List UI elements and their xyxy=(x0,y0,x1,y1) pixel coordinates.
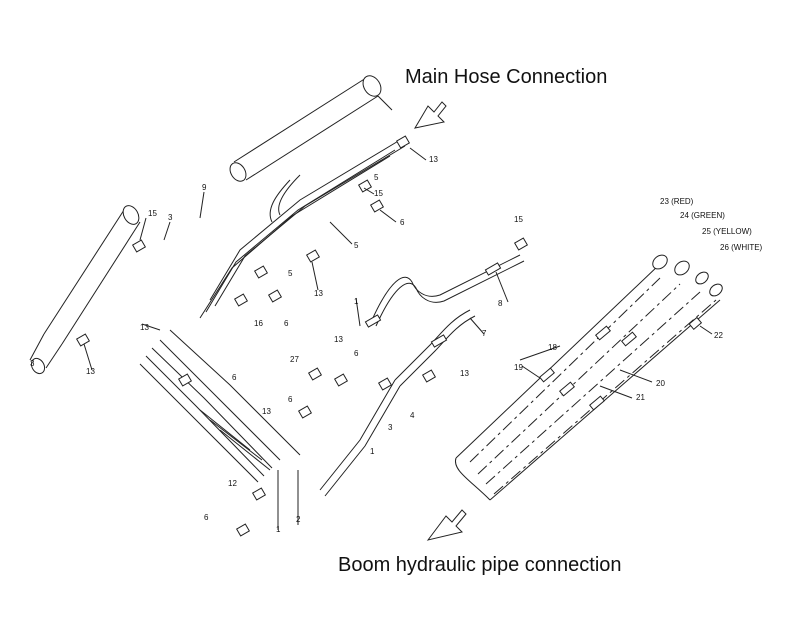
callout: 24 (GREEN) xyxy=(680,211,725,220)
callout: 13 xyxy=(314,289,323,298)
callout: 6 xyxy=(288,395,293,404)
hose-part-7 xyxy=(319,309,476,497)
callout: 1 xyxy=(370,447,375,456)
callout: 8 xyxy=(498,299,503,308)
callout: 16 xyxy=(254,319,263,328)
callout: 1 xyxy=(276,525,281,534)
callout: 13 xyxy=(334,335,343,344)
boom-pipe-arrow xyxy=(426,509,467,541)
callout: 18 xyxy=(548,343,557,352)
callout: 12 xyxy=(228,479,237,488)
callout: 25 (YELLOW) xyxy=(702,227,752,236)
callout: 5 xyxy=(288,269,293,278)
callout: 15 xyxy=(148,209,157,218)
callout: 19 xyxy=(514,363,523,372)
callout: 6 xyxy=(400,218,405,227)
hose-part-8 xyxy=(371,254,525,327)
callout: 6 xyxy=(232,373,237,382)
callout: 6 xyxy=(354,349,359,358)
callout: 13 xyxy=(262,407,271,416)
callout: 2 xyxy=(296,515,301,524)
callout: 13 xyxy=(140,323,149,332)
leader-lines xyxy=(83,147,713,399)
callout: 5 xyxy=(354,241,359,250)
left-cylinder xyxy=(29,205,141,375)
callout: 4 xyxy=(410,411,415,420)
callout: 13 xyxy=(429,155,438,164)
callout: 3 xyxy=(388,423,393,432)
callout: 13 xyxy=(460,369,469,378)
hose-part-1-2 xyxy=(277,470,299,530)
callouts: 13 15 6 5 15 5 13 9 3 13 13 3 15 8 7 1 1… xyxy=(30,155,763,534)
callout: 9 xyxy=(202,183,207,192)
fittings xyxy=(75,135,529,537)
hose-bundle-main xyxy=(199,139,406,319)
callout: 3 xyxy=(30,359,35,368)
main-hose-heading: Main Hose Connection xyxy=(405,66,607,88)
upper-cylinder xyxy=(229,75,393,182)
callout: 6 xyxy=(204,513,209,522)
callout: 22 xyxy=(714,331,723,340)
callout: 3 xyxy=(168,213,173,222)
callout: 7 xyxy=(482,329,487,338)
callout: 23 (RED) xyxy=(660,197,694,206)
callout: 1 xyxy=(354,297,359,306)
callout: 15 xyxy=(514,215,523,224)
callout: 15 xyxy=(374,189,383,198)
boom-pipe-heading: Boom hydraulic pipe connection xyxy=(338,554,622,576)
callout: 26 (WHITE) xyxy=(720,243,763,252)
callout: 27 xyxy=(290,355,299,364)
main-hose-arrow xyxy=(413,101,447,129)
hose-bundle-lower xyxy=(139,329,301,483)
callout: 13 xyxy=(86,367,95,376)
callout: 6 xyxy=(284,319,289,328)
callout: 5 xyxy=(374,173,379,182)
callout: 21 xyxy=(636,393,645,402)
callout: 20 xyxy=(656,379,665,388)
boom-pipe-assembly xyxy=(454,254,723,501)
